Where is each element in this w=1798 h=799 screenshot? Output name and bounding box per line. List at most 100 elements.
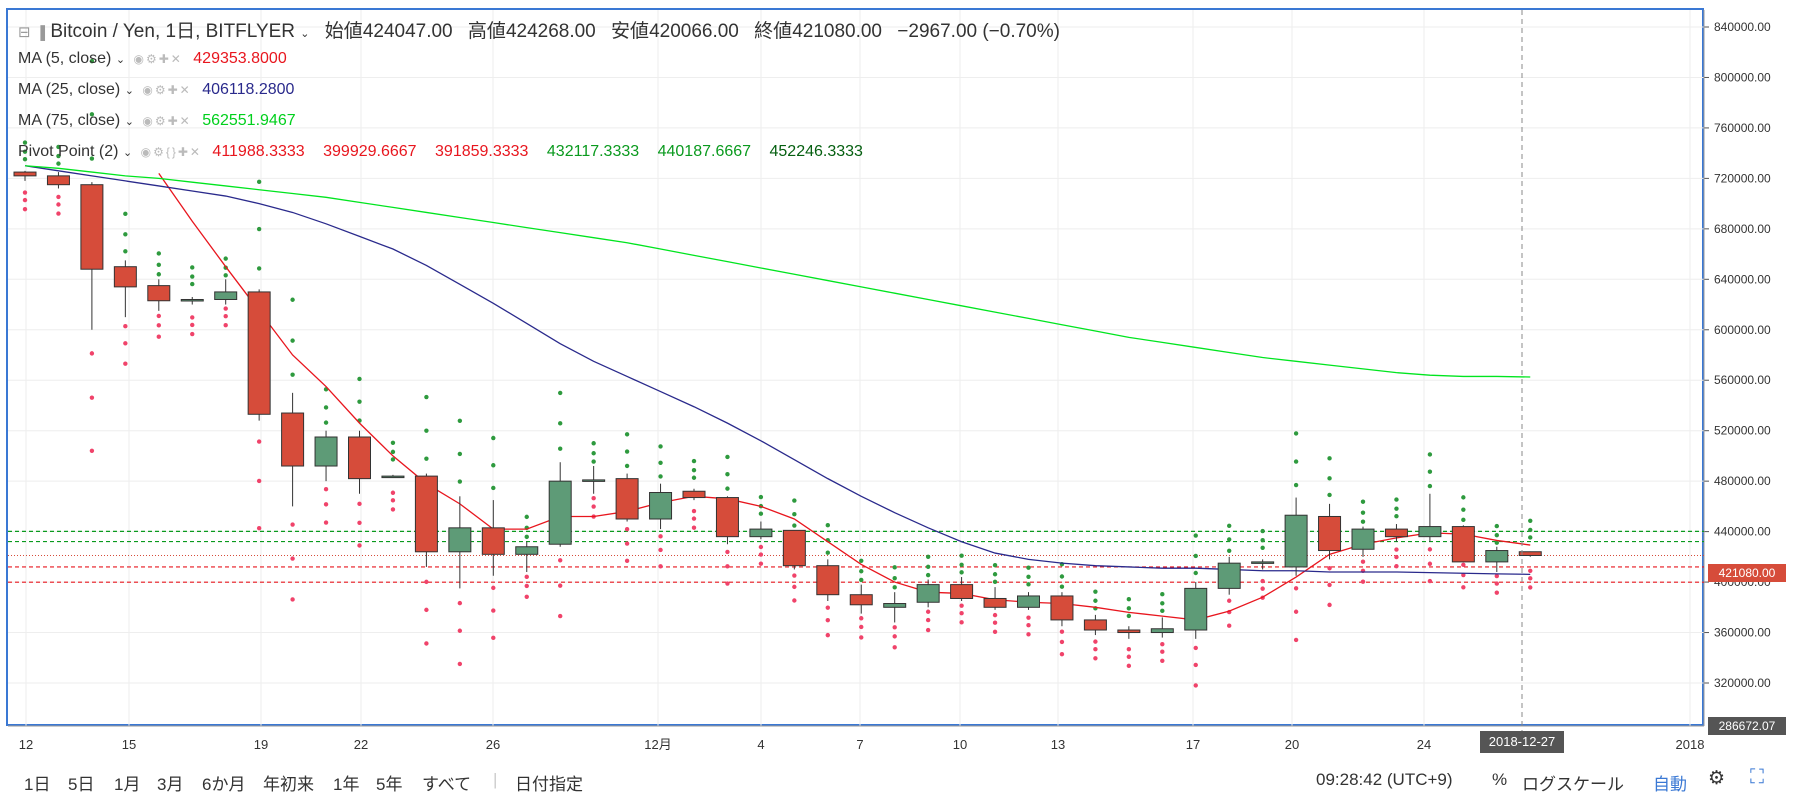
bottom-toolbar: 1日 5日 1月 3月 6か月 年初来 1年 5年 すべて | 日付指定 09:… <box>0 760 1798 799</box>
pivot-dot-down <box>357 501 362 507</box>
pivot-dot-down <box>691 508 697 514</box>
range-all[interactable]: すべて <box>422 775 472 794</box>
pivot-dot-up <box>1360 499 1366 504</box>
fullscreen-icon[interactable]: ⛶ <box>1750 766 1764 788</box>
range-5y[interactable]: 5年 <box>376 775 403 794</box>
candle-body <box>448 527 472 553</box>
pivot-dot-up <box>1327 476 1332 481</box>
pivot-dot-up <box>892 565 897 570</box>
pivot-dot-up <box>1093 589 1098 594</box>
pivot-dot-down <box>323 487 329 492</box>
range-1y[interactable]: 1年 <box>333 775 360 794</box>
date-jump-button[interactable]: 日付指定 <box>515 775 583 794</box>
pivot-dot-down <box>491 585 496 591</box>
pivot-dot-down <box>1126 663 1132 669</box>
indicator-controls[interactable]: ◉⚙✚✕ <box>142 83 192 97</box>
x-tick-label: 12 <box>19 737 33 752</box>
candle-body <box>849 594 873 606</box>
ma5-label[interactable]: MA (5, close) <box>18 50 112 67</box>
pivot-dot-down <box>424 579 429 585</box>
clock: 09:28:42 (UTC+9) <box>1316 770 1453 789</box>
pivot-dot-down <box>290 556 295 561</box>
indicator-controls[interactable]: ◉⚙{}✚✕ <box>140 145 202 159</box>
ma5-legend[interactable]: MA (5, close) ⌄ ◉⚙✚✕ 429353.8000 <box>18 50 301 68</box>
x-tick-label: 20 <box>1285 737 1299 752</box>
candle-body <box>615 478 639 520</box>
pivot-dot-down <box>558 583 563 588</box>
pivot-dot-down <box>22 190 28 195</box>
pivot-dot-down <box>959 611 964 616</box>
pivot-dot-down <box>1293 586 1299 591</box>
y-tick-label: 760000.00 <box>1714 121 1771 135</box>
pivot-dot-up <box>1193 533 1198 538</box>
chevron-down-icon[interactable]: ⌄ <box>124 85 134 97</box>
gear-icon[interactable]: ⚙ <box>1708 768 1726 789</box>
ma25-legend[interactable]: MA (25, close) ⌄ ◉⚙✚✕ 406118.2800 <box>18 81 308 99</box>
ma25-label[interactable]: MA (25, close) <box>18 81 121 98</box>
pivot-dot-up <box>558 421 563 426</box>
pivot-dot-down <box>256 439 262 444</box>
chevron-down-icon[interactable]: ⌄ <box>124 116 134 128</box>
range-1d[interactable]: 1日 <box>24 775 51 794</box>
chart-frame <box>6 8 1704 726</box>
pivot-dot-down <box>1160 649 1165 654</box>
percent-toggle[interactable]: % <box>1492 770 1508 789</box>
pivot-dot-up <box>290 338 295 343</box>
pivot-dot-down <box>925 609 931 614</box>
candle-body <box>1184 587 1208 631</box>
y-tick-label: 600000.00 <box>1714 323 1771 337</box>
pivot-dot-down <box>89 395 95 400</box>
chart-area[interactable]: 840000.00 800000.00 760000.00 720000.00 6800… <box>0 0 1798 760</box>
pivot-dot-down <box>859 624 864 630</box>
pivot-dot-up <box>1227 523 1232 529</box>
auto-scale-toggle[interactable]: 自動 <box>1653 775 1687 794</box>
candle-body <box>515 546 539 555</box>
chevron-down-icon[interactable]: ⌄ <box>122 147 133 159</box>
log-scale-toggle[interactable]: ログスケール <box>1522 775 1624 794</box>
pivot-dot-down <box>1327 602 1332 608</box>
range-1m[interactable]: 1月 <box>114 775 141 794</box>
pivot-legend[interactable]: Pivot Point (2) ⌄ ◉⚙{}✚✕ 411988.3333 399… <box>18 143 877 161</box>
indicator-controls[interactable]: ◉⚙✚✕ <box>142 114 192 128</box>
ma25-value: 406118.2800 <box>202 81 295 98</box>
pivot-dot-down <box>457 661 463 667</box>
pivot-dot-down <box>1394 554 1399 560</box>
range-ytd[interactable]: 年初来 <box>263 775 314 794</box>
ma75-legend[interactable]: MA (75, close) ⌄ ◉⚙✚✕ 562551.9467 <box>18 112 310 130</box>
indicator-controls[interactable]: ◉⚙✚✕ <box>133 52 183 66</box>
pivot-dot-up <box>1360 510 1366 515</box>
symbol-title[interactable]: Bitcoin / Yen, 1日, BITFLYER <box>50 21 296 42</box>
pivot-dot-up <box>1260 545 1265 550</box>
range-3m[interactable]: 3月 <box>157 775 184 794</box>
pivot-dot-down <box>1494 581 1500 586</box>
candle-body <box>1451 526 1475 563</box>
pivot-dot-up <box>725 454 730 460</box>
pivot-dot-up <box>1193 570 1198 576</box>
pivot-dot-down <box>825 632 830 638</box>
collapse-icon[interactable]: ⊟ <box>18 24 31 41</box>
pivot-dot-up <box>1427 483 1433 489</box>
chevron-down-icon[interactable]: ⌄ <box>300 28 310 40</box>
candle-body <box>1284 514 1308 568</box>
pivot-dot-up <box>1293 431 1299 436</box>
pivot-dot-up <box>56 161 61 166</box>
pivot-dot-up <box>223 256 228 261</box>
pivot-dot-up <box>1461 517 1466 523</box>
range-6m[interactable]: 6か月 <box>202 775 246 794</box>
pivot-dot-up <box>223 273 228 278</box>
range-5d[interactable]: 5日 <box>68 775 95 794</box>
pivot-dot-up <box>89 112 95 117</box>
flag-icon[interactable]: ▐ <box>35 25 46 40</box>
pivot-dot-up <box>591 441 596 446</box>
ma75-label[interactable]: MA (75, close) <box>18 112 121 129</box>
pivot-dot-up <box>290 297 295 302</box>
chevron-down-icon[interactable]: ⌄ <box>115 54 126 66</box>
pivot-dot-up <box>424 428 429 433</box>
pivot-label[interactable]: Pivot Point (2) <box>18 143 119 160</box>
pivot-dot-up <box>1059 574 1065 579</box>
pivot-dot-down <box>357 543 362 548</box>
pivot-dot-up <box>256 226 262 232</box>
pivot-dot-down <box>491 635 496 641</box>
pivot-dot-up <box>524 514 529 520</box>
candle-body <box>916 584 940 603</box>
